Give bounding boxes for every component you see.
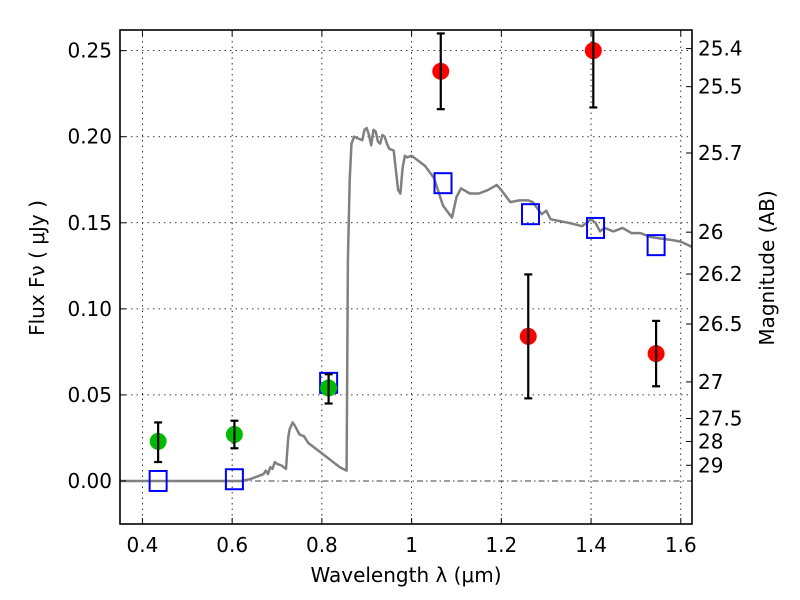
x-tick-label: 1.6 bbox=[665, 533, 697, 557]
y-tick-label: 0.25 bbox=[67, 39, 112, 63]
right-tick-label: 27 bbox=[698, 370, 723, 394]
plot-frame bbox=[119, 29, 693, 525]
model-square-marker bbox=[586, 216, 606, 239]
x-tick-label: 0.4 bbox=[127, 533, 159, 557]
spectrum-line bbox=[120, 126, 692, 483]
model-square-marker bbox=[224, 468, 244, 491]
right-tick-label: 25.5 bbox=[698, 75, 743, 99]
x-tick-label: 1 bbox=[405, 533, 418, 557]
right-tick-label: 27.5 bbox=[698, 406, 743, 430]
x-tick-label: 0.6 bbox=[216, 533, 248, 557]
right-tick-label: 26.5 bbox=[698, 312, 743, 336]
right-axis-label: Magnitude (AB) bbox=[755, 190, 779, 345]
model-square-marker bbox=[520, 203, 540, 226]
model-square-marker bbox=[148, 469, 168, 492]
right-tick-label: 25.7 bbox=[698, 141, 743, 165]
x-tick-label: 0.8 bbox=[306, 533, 338, 557]
model-square-marker bbox=[433, 172, 453, 195]
y-tick-label: 0.10 bbox=[67, 297, 112, 321]
right-tick-label: 26.2 bbox=[698, 262, 743, 286]
x-tick-label: 1.2 bbox=[485, 533, 517, 557]
y-tick-label: 0.20 bbox=[67, 125, 112, 149]
y-tick-label: 0.00 bbox=[67, 469, 112, 493]
spectrum-layer bbox=[120, 126, 692, 483]
x-axis-label: Wavelength λ (μm) bbox=[310, 563, 501, 587]
right-tick-label: 25.4 bbox=[698, 37, 743, 61]
y-tick-label: 0.05 bbox=[67, 383, 112, 407]
y-axis-label: Flux Fν ( μJy ) bbox=[25, 200, 49, 336]
grid-layer bbox=[120, 30, 692, 524]
axis-layer: 0.4 0.6 0.8 1 1.2 1.4 1.6 0.00 0.05 0.10 0.15 0.20 0… bbox=[67, 30, 743, 557]
marker-layer bbox=[148, 30, 666, 492]
right-tick-label: 28 bbox=[698, 430, 723, 454]
x-tick-label: 1.4 bbox=[575, 533, 607, 557]
y-tick-label: 0.15 bbox=[67, 211, 112, 235]
right-tick-label: 26 bbox=[698, 220, 723, 244]
model-square-marker bbox=[646, 234, 666, 257]
right-tick-label: 29 bbox=[698, 453, 723, 477]
